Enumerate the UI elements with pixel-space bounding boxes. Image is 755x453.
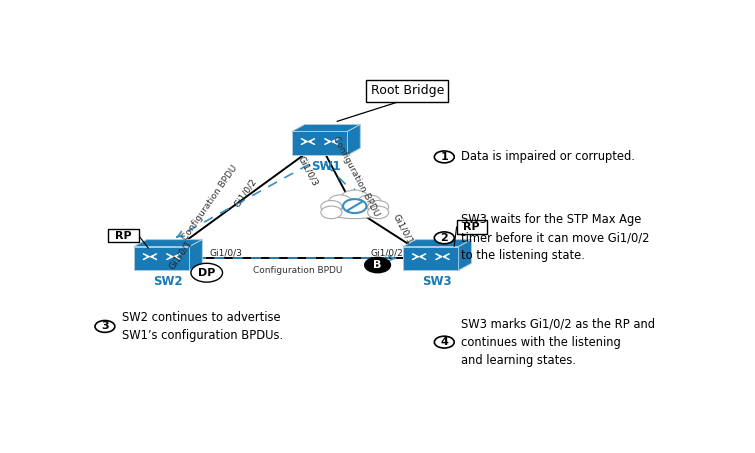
Circle shape bbox=[368, 201, 389, 213]
Text: RP: RP bbox=[116, 231, 132, 241]
Circle shape bbox=[358, 195, 381, 209]
Text: Root Bridge: Root Bridge bbox=[371, 85, 444, 97]
Text: 2: 2 bbox=[440, 233, 448, 243]
Circle shape bbox=[95, 321, 115, 333]
Circle shape bbox=[343, 199, 366, 213]
Circle shape bbox=[368, 206, 389, 219]
Circle shape bbox=[321, 206, 342, 219]
Ellipse shape bbox=[327, 204, 383, 219]
Text: SW3: SW3 bbox=[423, 275, 452, 288]
Circle shape bbox=[191, 263, 223, 282]
Text: Configuration BPDU: Configuration BPDU bbox=[181, 164, 239, 242]
Text: SW2 continues to advertise
SW1’s configuration BPDUs.: SW2 continues to advertise SW1’s configu… bbox=[122, 311, 283, 342]
Polygon shape bbox=[292, 125, 360, 131]
Text: Data is impaired or corrupted.: Data is impaired or corrupted. bbox=[461, 150, 635, 164]
Text: 3: 3 bbox=[101, 322, 109, 332]
Polygon shape bbox=[403, 240, 471, 246]
Circle shape bbox=[321, 201, 342, 213]
Polygon shape bbox=[190, 240, 202, 270]
Text: Gi1/0/1: Gi1/0/1 bbox=[168, 239, 193, 270]
Text: SW2: SW2 bbox=[153, 275, 183, 288]
Polygon shape bbox=[292, 131, 347, 155]
Circle shape bbox=[434, 232, 455, 244]
Polygon shape bbox=[134, 240, 202, 246]
Circle shape bbox=[434, 151, 455, 163]
Text: Gi1/0/2: Gi1/0/2 bbox=[371, 249, 403, 258]
Circle shape bbox=[341, 190, 368, 207]
Text: SW3 marks Gi1/0/2 as the RP and
continues with the listening
and learning states: SW3 marks Gi1/0/2 as the RP and continue… bbox=[461, 318, 655, 366]
Text: Gi1/0/1: Gi1/0/1 bbox=[392, 212, 415, 246]
Circle shape bbox=[434, 336, 455, 348]
Text: SW3 waits for the STP Max Age
timer before it can move Gi1/0/2
to the listening : SW3 waits for the STP Max Age timer befo… bbox=[461, 213, 650, 262]
Text: Configuration BPDU: Configuration BPDU bbox=[253, 266, 342, 275]
Text: Gi1/0/3: Gi1/0/3 bbox=[210, 249, 242, 258]
Text: 4: 4 bbox=[440, 337, 448, 347]
Polygon shape bbox=[134, 246, 190, 270]
Text: Configuration BPDU: Configuration BPDU bbox=[331, 135, 381, 218]
Text: SW1: SW1 bbox=[311, 160, 341, 173]
Circle shape bbox=[328, 195, 352, 209]
Text: RP: RP bbox=[464, 222, 480, 232]
Polygon shape bbox=[403, 246, 458, 270]
Polygon shape bbox=[458, 240, 471, 270]
Circle shape bbox=[365, 257, 390, 273]
Bar bbox=[109, 229, 139, 242]
Text: 1: 1 bbox=[440, 152, 448, 162]
Text: Gi1/0/2: Gi1/0/2 bbox=[233, 177, 258, 208]
Text: Gi1/0/3: Gi1/0/3 bbox=[296, 154, 319, 188]
Text: B: B bbox=[374, 260, 382, 270]
Text: DP: DP bbox=[198, 268, 215, 278]
Bar bbox=[457, 221, 487, 234]
Polygon shape bbox=[347, 125, 360, 155]
